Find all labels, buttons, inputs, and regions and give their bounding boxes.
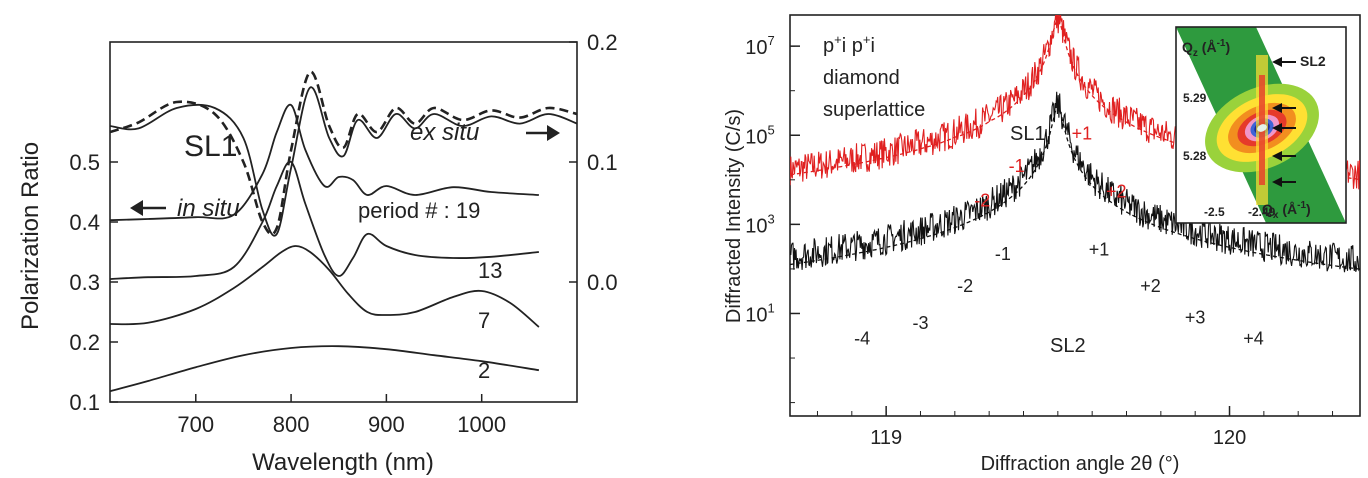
inset-peak-center — [1257, 124, 1267, 132]
left-x-tick-label: 700 — [177, 412, 214, 437]
series-line-period-7 — [109, 245, 540, 328]
left-y-tick-label: 0.4 — [69, 210, 100, 235]
inset-y-axis-label: Qz (Å-1) — [1182, 38, 1230, 59]
series-line-period-13 — [109, 160, 539, 280]
inset-contours — [1205, 55, 1319, 205]
left-x-tick-label: 800 — [273, 412, 310, 437]
right-plot-frame — [789, 14, 1361, 417]
inset-arrow-icon — [1272, 103, 1296, 113]
peak-label: +2 — [1140, 276, 1161, 296]
peak-label: +1 — [1072, 124, 1093, 144]
series-line-period-19 — [109, 103, 539, 222]
right-x-tick-label: 119 — [870, 427, 902, 449]
annotation-in-situ: in situ — [177, 195, 240, 222]
right-axis-ticks: 119 120 101 103 105 107 — [745, 33, 1334, 449]
right-y-tick-label: 103 — [745, 211, 774, 237]
series-line-period-ex-situ-fit- — [109, 70, 578, 236]
left-y-tick-label: 0.3 — [69, 270, 100, 295]
inset-arrow-icon — [1272, 151, 1296, 161]
left-axis-ticks: 700 800 900 1000 0.1 0.2 0.3 0.4 0.5 0.0 0.1 0.2 — [69, 30, 617, 437]
left-x-axis-label: Wavelength (nm) — [252, 449, 434, 476]
peak-label: -2 — [957, 276, 973, 296]
inset-arrow-icon — [1272, 123, 1296, 133]
left-y-tick-label: 0.1 — [69, 390, 100, 415]
annotation-sl1-left: SL1 — [184, 130, 237, 163]
peak-label: +1 — [1089, 240, 1110, 260]
inset-y-tick-label: 5.28 — [1183, 149, 1207, 163]
right-axis-tick-label: 0.0 — [587, 270, 618, 295]
inset-x-axis-label: Qx (Å-1) — [1262, 200, 1311, 221]
left-x-tick-label: 900 — [368, 412, 405, 437]
right-y-axis-label: Diffracted Intensity (C/s) — [723, 109, 745, 323]
right-y-tick-label: 107 — [745, 33, 774, 59]
inset-heatmap — [1176, 27, 1346, 223]
series-label-sl1: SL1 — [1010, 123, 1046, 145]
right-axis-tick-label: 0.1 — [587, 150, 618, 175]
left-series-group — [109, 70, 578, 393]
left-plot-frame — [109, 41, 578, 403]
series-label-sl2: SL2 — [1050, 335, 1086, 357]
peak-label: +2 — [1106, 182, 1127, 202]
annotation-period-19: period # : 19 — [358, 198, 480, 223]
series-line-period-ex-situ-measured- — [109, 86, 578, 237]
right-x-axis-label: Diffraction angle 2θ (°) — [981, 453, 1180, 475]
annotation-period-13: 13 — [478, 258, 502, 283]
sample-label-line-3: superlattice — [823, 99, 925, 121]
ex-situ-arrow-icon — [526, 125, 560, 141]
right-x-tick-label: 120 — [1213, 427, 1246, 449]
left-x-tick-label: 1000 — [457, 412, 506, 437]
peak-label: -4 — [854, 329, 870, 349]
inset-arrows — [1272, 57, 1296, 187]
inset-x-tick-label: -2.5 — [1204, 205, 1225, 219]
peak-label: -2 — [974, 191, 990, 211]
left-y-axis-label: Polarization Ratio — [17, 142, 44, 330]
inset-sl2-label: SL2 — [1300, 53, 1326, 69]
annotation-ex-situ: ex situ — [410, 119, 479, 146]
inset-arrow-icon — [1272, 177, 1296, 187]
annotation-period-7: 7 — [478, 308, 490, 333]
inset-frame — [1175, 26, 1347, 224]
series-line-sl2-measured — [790, 91, 1360, 273]
peak-label: +3 — [1185, 307, 1206, 327]
left-y-tick-label: 0.5 — [69, 150, 100, 175]
left-chart: 700 800 900 1000 0.1 0.2 0.3 0.4 0.5 0.0 0.1 0.2 Wa… — [17, 30, 618, 476]
peak-label: -1 — [995, 244, 1011, 264]
right-y-tick-label: 101 — [745, 300, 774, 326]
annotation-period-2: 2 — [478, 358, 490, 383]
sample-label-line-1: p+i p+i — [823, 32, 875, 57]
right-axis-tick-label: 0.2 — [587, 30, 618, 55]
peak-label: +4 — [1243, 329, 1264, 349]
left-y-tick-label: 0.2 — [69, 330, 100, 355]
inset-rsm: Qz (Å-1) Qx (Å-1) 5.29 5.28 -2.5 -2.49 S… — [1175, 26, 1347, 224]
peak-label: -1 — [1009, 156, 1025, 176]
sample-label-line-2: diamond — [823, 67, 900, 89]
series-line-period-2 — [109, 345, 540, 393]
peak-label: -3 — [912, 313, 928, 333]
inset-x-tick-label: -2.49 — [1248, 205, 1276, 219]
right-peak-labels: -2 -1 +1 +2 -4 -3 -2 -1 +1 +2 +3 +4 — [854, 124, 1264, 349]
right-y-tick-label: 105 — [745, 122, 774, 148]
right-chart: 119 120 101 103 105 107 -2 -1 +1 +2 -4 -3 -2 -1 +1 +2 +… — [723, 14, 1361, 475]
series-line-sl2-simulated — [790, 105, 1360, 270]
inset-y-tick-label: 5.29 — [1183, 91, 1207, 105]
in-situ-arrow-icon — [130, 200, 166, 216]
inset-arrow-icon — [1272, 57, 1296, 67]
